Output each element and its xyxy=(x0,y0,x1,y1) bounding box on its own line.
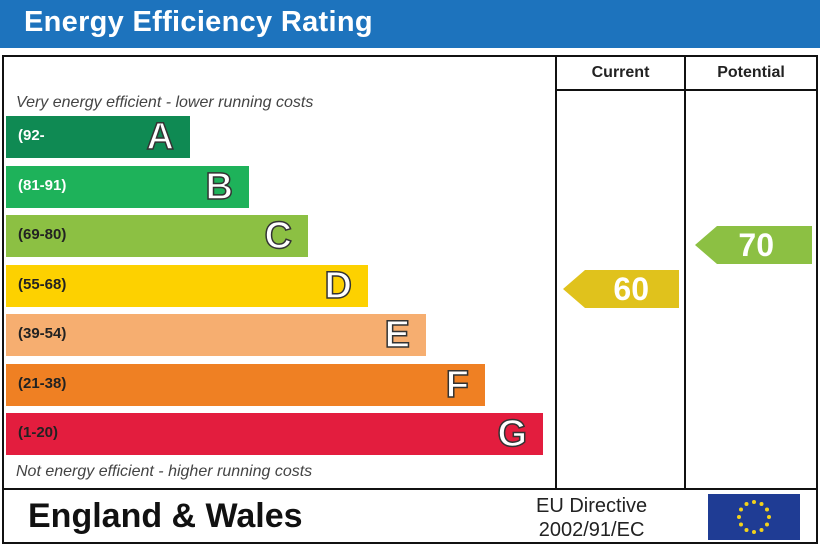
footer-divider xyxy=(2,488,818,490)
directive-line-1: EU Directive xyxy=(536,495,648,517)
eu-flag-icon xyxy=(708,494,800,540)
current-rating-arrow: 60 xyxy=(563,270,679,308)
current-arrow-shape xyxy=(563,270,679,308)
bottom-scale-note: Not energy efficient - higher running co… xyxy=(16,463,313,480)
current-rating-value: 60 xyxy=(613,271,649,307)
band-letter-label: A xyxy=(146,116,175,158)
directive-line-2: 2002/91/EC xyxy=(538,519,645,541)
column-current-header: Current xyxy=(591,64,650,81)
page-title: Energy Efficiency Rating xyxy=(24,6,373,38)
band-letter-label: B xyxy=(205,165,234,208)
eu-star xyxy=(767,515,771,519)
band-range-label: (39-54) xyxy=(18,325,67,342)
band-letter-label: F xyxy=(445,363,470,406)
band-letter-label: G xyxy=(497,413,528,455)
band-range-label: (21-38) xyxy=(18,374,67,392)
top-scale-note: Very energy efficient - lower running co… xyxy=(16,94,314,111)
eu-star xyxy=(739,507,744,512)
potential-arrow-shape xyxy=(695,226,812,264)
divider-potential xyxy=(684,55,686,490)
band-letter-label: C xyxy=(264,215,293,257)
band-letter-label: D xyxy=(324,264,353,307)
rating-band-e: (39-54) E xyxy=(6,314,426,356)
rating-band-b: (81-91) B xyxy=(6,165,249,208)
rating-band-a: (92- A xyxy=(6,116,190,158)
eu-star xyxy=(759,527,764,532)
header-divider xyxy=(555,89,818,91)
rating-band-c: (69-80) C xyxy=(6,215,308,257)
header-bar: Energy Efficiency Rating xyxy=(0,0,820,48)
eu-star xyxy=(739,522,744,527)
potential-rating-arrow: 70 xyxy=(695,226,812,264)
rating-band-f: (21-38) F xyxy=(6,363,485,406)
rating-band-d: (55-68) D xyxy=(6,264,368,307)
rating-band-g: (1-20) G xyxy=(6,413,543,455)
column-potential-header: Potential xyxy=(717,64,785,81)
band-letter-label: E xyxy=(384,314,411,356)
band-range-label: (81-91) xyxy=(18,176,67,194)
rating-table xyxy=(2,55,818,544)
eu-star xyxy=(759,502,764,507)
eu-star xyxy=(744,527,749,532)
eu-star xyxy=(744,502,749,507)
eu-star xyxy=(752,530,756,534)
eu-star xyxy=(752,500,756,504)
eu-directive: EU Directive 2002/91/EC xyxy=(536,494,647,542)
region-label: England & Wales xyxy=(28,497,303,535)
band-range-label: (69-80) xyxy=(18,226,67,243)
divider-current xyxy=(555,55,557,490)
eu-star xyxy=(737,515,741,519)
potential-rating-value: 70 xyxy=(738,227,774,263)
band-range-label: (92- xyxy=(18,127,45,144)
band-range-label: (1-20) xyxy=(18,424,59,441)
band-range-label: (55-68) xyxy=(18,275,67,293)
eu-star xyxy=(764,507,769,512)
eu-star xyxy=(764,522,769,527)
